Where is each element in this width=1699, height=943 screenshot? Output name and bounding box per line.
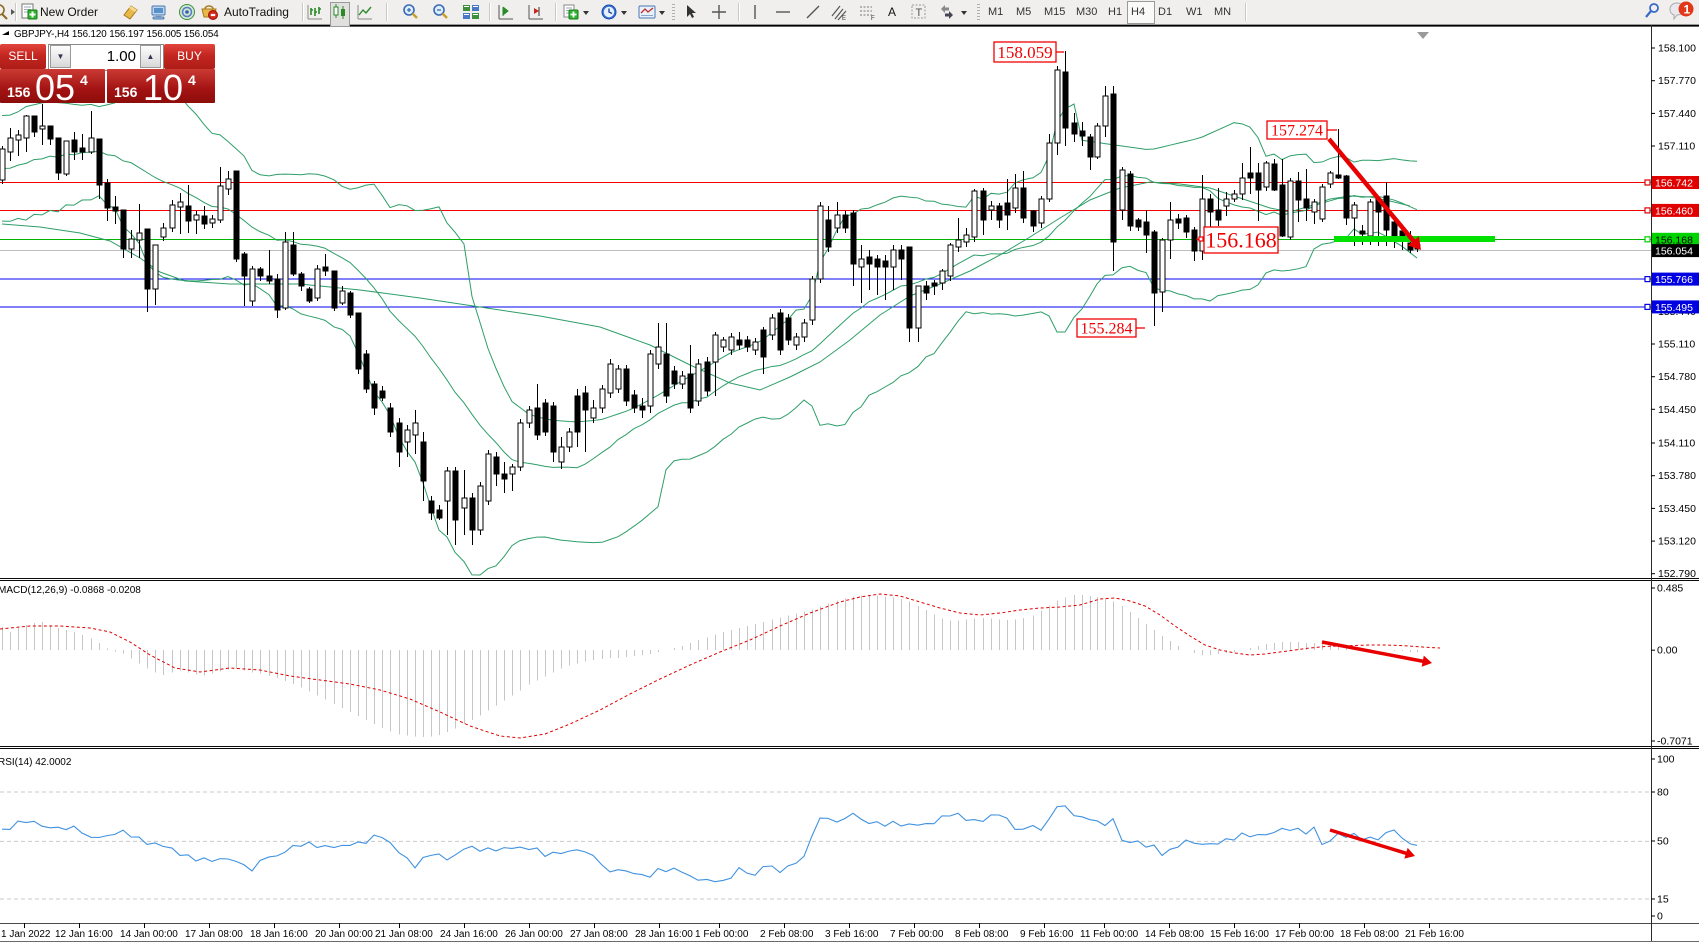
svg-text:158.059: 158.059 (997, 43, 1052, 62)
svg-text:100: 100 (1657, 754, 1675, 766)
svg-text:T: T (916, 7, 923, 19)
svg-text:11 Feb 00:00: 11 Feb 00:00 (1080, 929, 1139, 940)
svg-text:21 Jan 08:00: 21 Jan 08:00 (375, 929, 433, 940)
svg-text:155.766: 155.766 (1655, 274, 1693, 286)
svg-text:18 Feb 08:00: 18 Feb 08:00 (1340, 929, 1399, 940)
svg-text:1 Feb 00:00: 1 Feb 00:00 (695, 929, 749, 940)
svg-text:14 Feb 08:00: 14 Feb 08:00 (1145, 929, 1204, 940)
svg-text:GBPJPY-,H4 156.120 156.197 15: GBPJPY-,H4 156.120 156.197 156.005 156.0… (14, 29, 219, 40)
svg-text:154.780: 154.780 (1658, 371, 1696, 383)
svg-text:156.054: 156.054 (1655, 246, 1693, 258)
svg-text:50: 50 (1657, 836, 1669, 848)
svg-text:F: F (871, 16, 875, 21)
svg-text:156.168: 156.168 (1205, 227, 1277, 252)
svg-text:24 Jan 16:00: 24 Jan 16:00 (440, 929, 498, 940)
svg-text:26 Jan 00:00: 26 Jan 00:00 (505, 929, 563, 940)
svg-text:E: E (842, 16, 846, 21)
svg-text:153.780: 153.780 (1658, 470, 1696, 482)
svg-text:MACD(12,26,9) -0.0868 -0.0208: MACD(12,26,9) -0.0868 -0.0208 (0, 585, 141, 596)
svg-text:1 Jan 2022: 1 Jan 2022 (1, 929, 51, 940)
svg-text:3 Feb 16:00: 3 Feb 16:00 (825, 929, 879, 940)
svg-text:18 Jan 16:00: 18 Jan 16:00 (250, 929, 308, 940)
svg-text:27 Jan 08:00: 27 Jan 08:00 (570, 929, 628, 940)
svg-text:157.770: 157.770 (1658, 75, 1696, 87)
svg-text:155.284: 155.284 (1081, 320, 1133, 337)
svg-text:157.440: 157.440 (1658, 108, 1696, 120)
svg-text:17 Feb 00:00: 17 Feb 00:00 (1275, 929, 1334, 940)
svg-text:155.495: 155.495 (1655, 302, 1693, 314)
svg-text:0.00: 0.00 (1657, 645, 1678, 657)
svg-text:80: 80 (1657, 787, 1669, 799)
svg-text:152.790: 152.790 (1658, 568, 1696, 580)
svg-text:154.110: 154.110 (1658, 438, 1695, 450)
svg-text:157.274: 157.274 (1271, 122, 1323, 139)
svg-text:9 Feb 16:00: 9 Feb 16:00 (1020, 929, 1074, 940)
svg-text:2 Feb 08:00: 2 Feb 08:00 (760, 929, 814, 940)
svg-text:0.485: 0.485 (1657, 583, 1683, 595)
svg-text:153.450: 153.450 (1658, 503, 1696, 515)
svg-text:-0.7071: -0.7071 (1657, 736, 1693, 748)
svg-text:17 Jan 08:00: 17 Jan 08:00 (185, 929, 243, 940)
svg-text:157.110: 157.110 (1658, 141, 1695, 153)
svg-text:15 Feb 16:00: 15 Feb 16:00 (1210, 929, 1269, 940)
svg-text:21 Feb 16:00: 21 Feb 16:00 (1405, 929, 1464, 940)
svg-text:20 Jan 00:00: 20 Jan 00:00 (315, 929, 373, 940)
svg-text:8 Feb 08:00: 8 Feb 08:00 (955, 929, 1009, 940)
svg-text:15: 15 (1657, 894, 1669, 906)
svg-text:0: 0 (1657, 911, 1663, 923)
svg-text:155.110: 155.110 (1658, 339, 1695, 351)
svg-text:156.460: 156.460 (1655, 205, 1693, 217)
svg-text:156.742: 156.742 (1655, 178, 1693, 190)
svg-text:14 Jan 00:00: 14 Jan 00:00 (120, 929, 178, 940)
svg-text:158.100: 158.100 (1658, 43, 1696, 55)
svg-text:RSI(14) 42.0002: RSI(14) 42.0002 (0, 757, 72, 768)
svg-text:12 Jan 16:00: 12 Jan 16:00 (55, 929, 113, 940)
svg-text:156.168: 156.168 (1655, 234, 1693, 246)
svg-text:7 Feb 00:00: 7 Feb 00:00 (890, 929, 944, 940)
svg-text:154.450: 154.450 (1658, 404, 1696, 416)
svg-text:153.120: 153.120 (1658, 536, 1696, 548)
svg-text:1: 1 (1684, 3, 1691, 17)
svg-text:28 Jan 16:00: 28 Jan 16:00 (635, 929, 693, 940)
